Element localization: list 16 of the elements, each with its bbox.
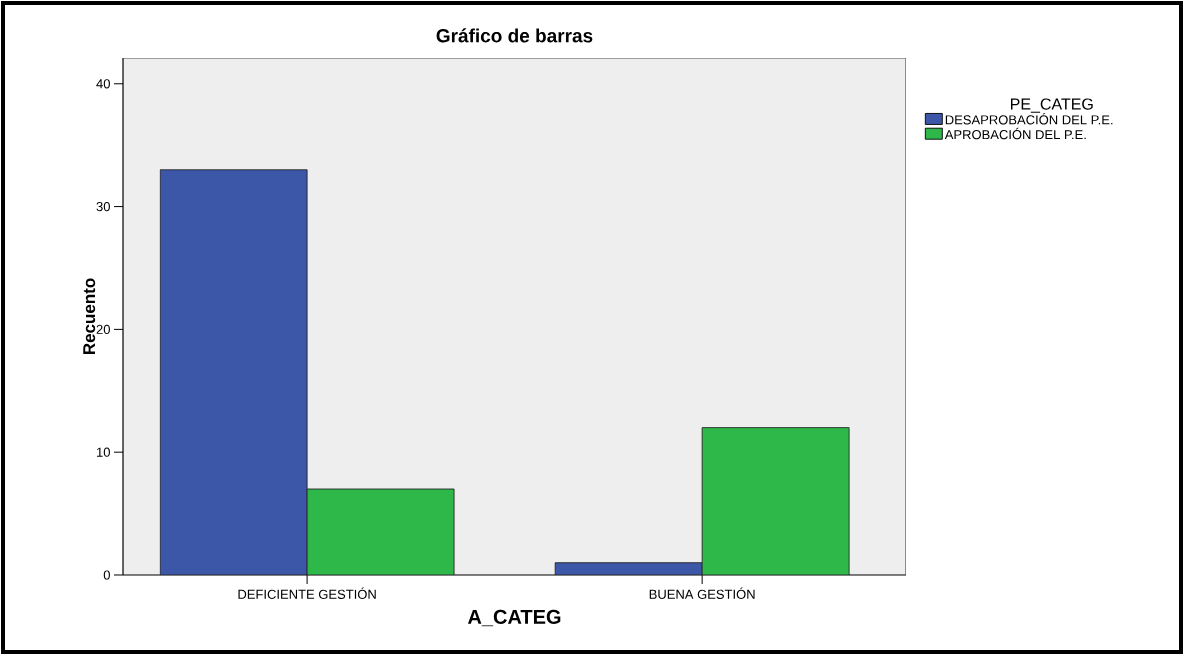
bar xyxy=(306,488,455,575)
bar xyxy=(159,169,308,575)
y-tick-label: 40 xyxy=(96,79,110,89)
legend-label: DESAPROBACIÓN DEL P.E. xyxy=(945,113,1113,125)
x-tick-label: BUENA GESTIÓN xyxy=(649,587,755,599)
y-axis-title: Recuento xyxy=(83,278,96,355)
y-tick-label: 10 xyxy=(97,447,110,457)
chart-title: Gráfico de barras xyxy=(436,28,593,43)
legend-title: PE_CATEG xyxy=(1010,98,1093,113)
y-tick-label: 0 xyxy=(103,570,110,580)
y-tick-label: 20 xyxy=(96,324,110,334)
bar xyxy=(701,427,850,575)
x-tick-label: DEFICIENTE GESTIÓN xyxy=(238,587,376,599)
legend-label: APROBACIÓN DEL P.E. xyxy=(944,127,1086,140)
y-tick-label: 30 xyxy=(96,201,110,212)
x-axis-title: A_CATEG xyxy=(467,609,561,627)
